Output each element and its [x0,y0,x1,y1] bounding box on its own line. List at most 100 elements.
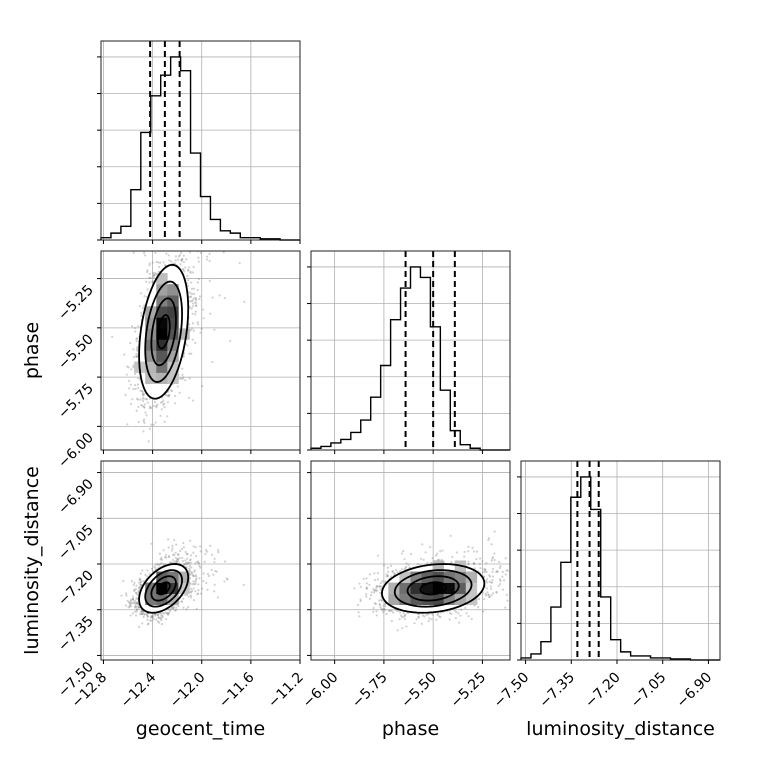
sample-point [171,544,174,547]
sample-point [215,570,218,573]
sample-point [141,392,144,395]
sample-point [189,295,193,298]
sample-point [199,550,202,553]
sample-point [199,566,202,569]
sample-point [189,558,192,561]
sample-point [163,264,167,267]
sample-point [148,262,151,265]
sample-point [148,405,152,408]
sample-point [129,614,132,617]
sample-point [210,568,213,572]
sample-point [136,397,139,400]
sample-point [198,564,201,568]
sample-point [191,302,195,305]
sample-point [160,556,163,559]
sample-point [182,541,185,545]
sample-point [139,389,142,392]
sample-point [156,458,158,460]
sample-point [191,322,194,325]
sample-point [193,301,197,304]
sample-point [154,613,157,616]
sample-point [185,552,188,556]
sample-point [187,569,191,573]
sample-point [563,577,565,579]
sample-point [238,262,241,265]
sample-point [213,590,216,593]
sample-point [205,581,208,585]
sample-point [499,565,502,568]
sample-point [405,625,408,628]
sample-point [180,258,184,261]
sample-point [135,597,138,600]
sample-point [188,352,191,355]
sample-point [184,562,187,565]
sample-point [147,440,150,443]
sample-point [154,236,156,238]
sample-point [136,608,139,611]
density-panel-geocent_time-vs-phase [111,236,246,460]
sample-point [176,385,179,388]
sample-point [214,569,217,573]
sample-point [151,616,154,619]
sample-point [135,601,138,604]
sample-point [127,366,130,369]
sample-point [182,376,185,379]
sample-point [170,260,173,263]
sample-point [136,593,139,596]
sample-point [167,554,171,558]
sample-point [127,606,130,609]
density-cell [178,571,190,583]
sample-point [194,582,197,586]
sample-point [159,617,162,620]
sample-point [147,622,150,625]
sample-point [135,355,139,358]
sample-point [190,566,193,569]
sample-point [187,269,190,272]
sample-point [179,246,181,248]
sample-point [197,260,200,263]
sample-point [175,560,178,563]
sample-point [201,384,204,388]
density-cell [167,284,179,296]
sample-point [177,553,180,557]
sample-point [125,373,128,376]
sample-point [167,395,170,398]
sample-point [192,287,196,290]
contour-line [138,563,190,614]
sample-point [179,549,182,553]
sample-point [159,261,162,264]
sample-point [479,567,482,570]
sample-point [188,306,192,309]
sample-point [200,327,203,330]
density-cell [145,317,157,329]
density-cell [156,582,168,594]
sample-point [140,403,143,407]
sample-point [186,268,190,272]
sample-point [141,397,144,400]
sample-point [189,291,192,294]
sample-point [155,618,158,621]
sample-point [182,355,185,358]
sample-point [135,337,138,340]
sample-point [162,403,165,406]
sample-point [134,602,137,605]
sample-point [133,588,136,591]
sample-point [403,558,406,561]
sample-point [163,406,166,409]
sample-point [203,560,206,563]
sample-point [485,578,489,581]
sample-point [155,260,158,263]
sample-point [134,588,137,591]
sample-point [213,557,216,560]
sample-point [152,618,156,621]
sample-point [131,595,135,598]
sample-point [166,611,169,615]
sample-point [202,580,205,583]
sample-point [160,623,163,626]
sample-point [167,254,170,257]
sample-point [141,404,144,408]
sample-point [148,281,151,284]
sample-point [196,593,199,596]
sample-point [189,591,192,594]
